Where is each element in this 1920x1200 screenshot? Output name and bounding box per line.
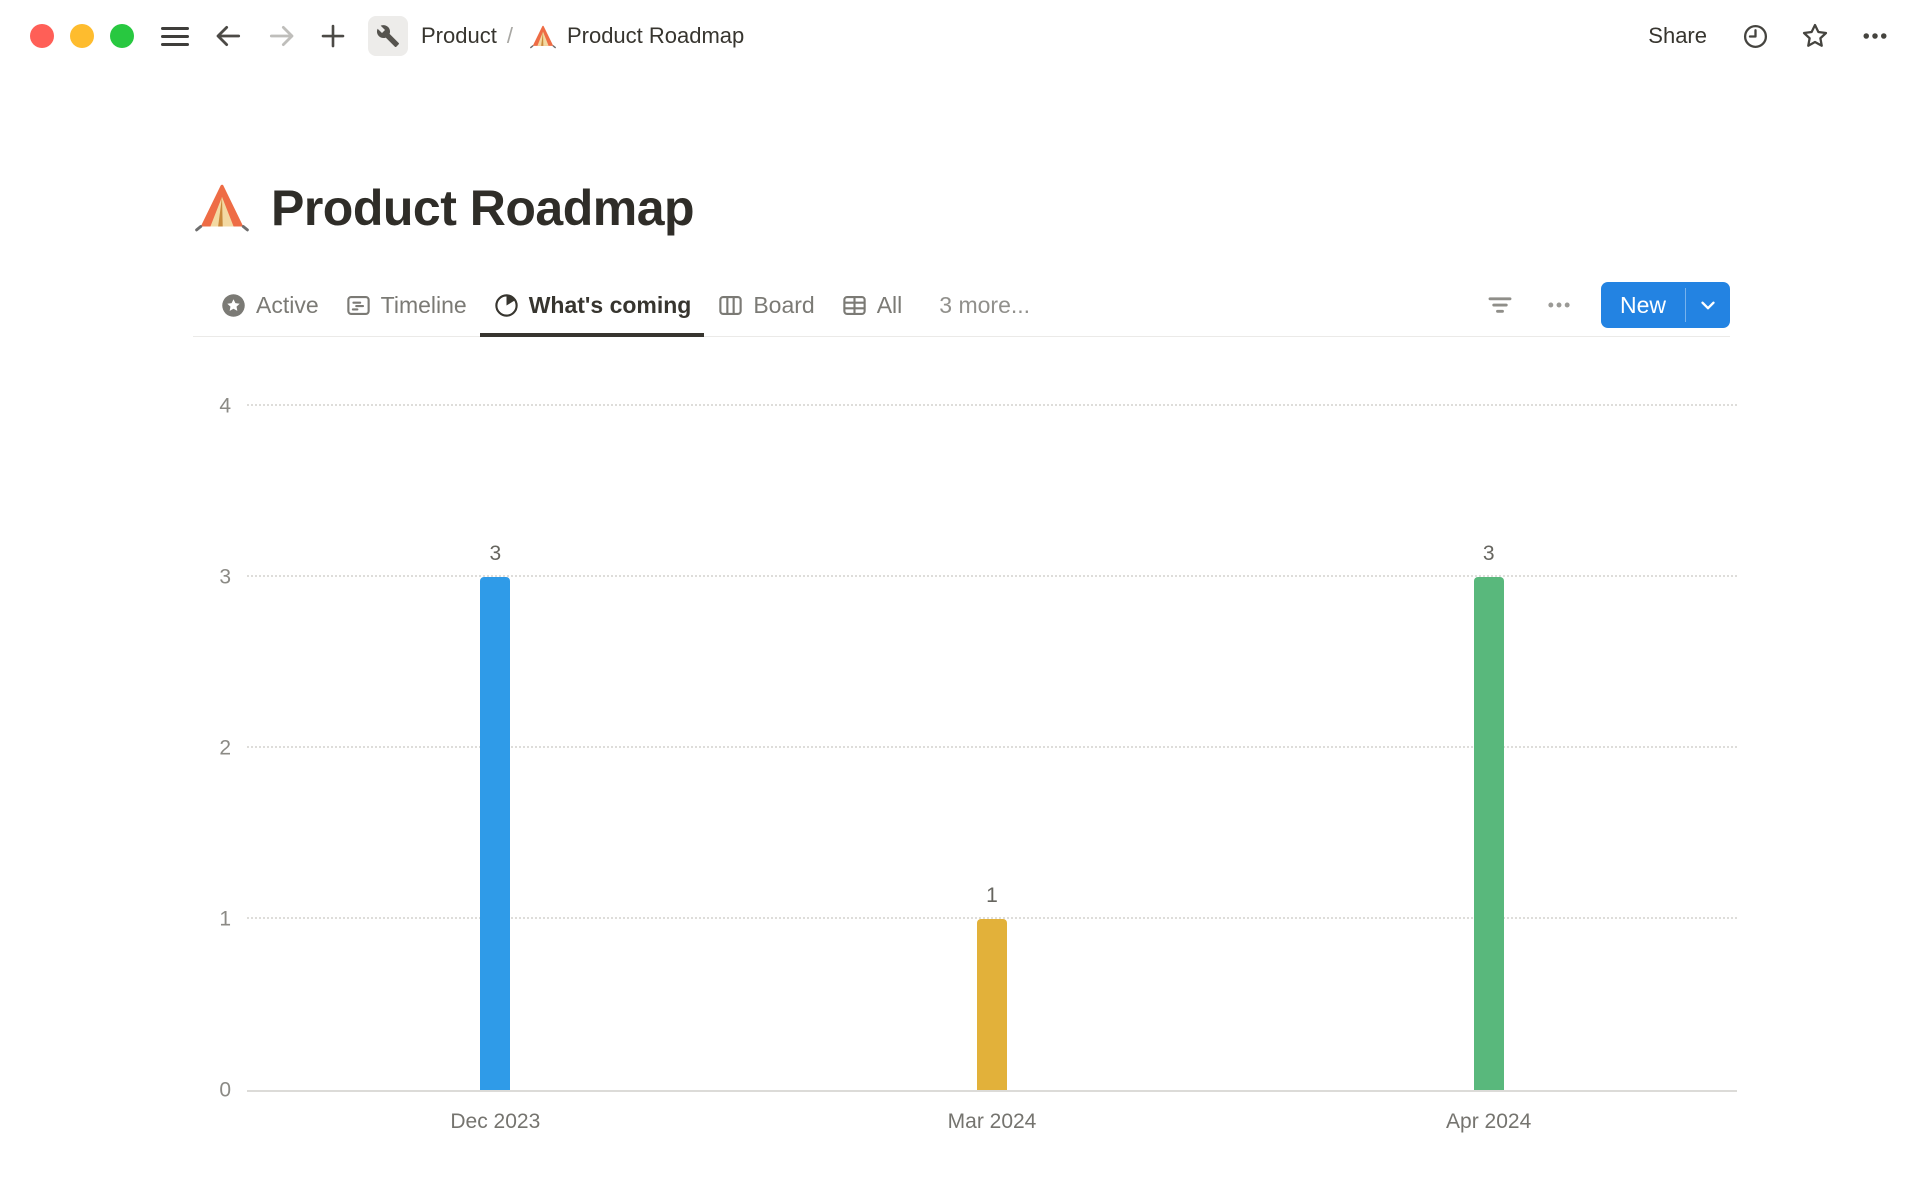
pie-chart-icon	[495, 293, 518, 317]
bar-apr-2024[interactable]	[1473, 577, 1504, 1090]
board-icon	[719, 295, 743, 315]
page-title: Product Roadmap	[193, 176, 1730, 240]
more-options-icon[interactable]	[1860, 21, 1890, 51]
star-badge-icon	[222, 293, 245, 317]
zoom-window-button[interactable]	[110, 24, 134, 48]
table-icon	[843, 295, 866, 315]
forward-icon[interactable]	[266, 20, 298, 52]
bar-value-label: 3	[1482, 542, 1495, 565]
minimize-window-button[interactable]	[70, 24, 94, 48]
page-tent-emoji-icon	[193, 177, 251, 240]
favorite-star-icon[interactable]	[1800, 21, 1830, 51]
tab-all[interactable]: All	[828, 274, 916, 336]
breadcrumb: Product / Product Roadmap	[421, 22, 744, 50]
bar-chart: 0 1 2 3 4 3 Dec 2023 1 Mar 2024 3 Apr 2024	[0, 337, 1920, 1197]
tab-timeline[interactable]: Timeline	[332, 274, 480, 336]
y-axis-tick-label: 2	[219, 736, 231, 760]
view-options-icon[interactable]	[1545, 291, 1573, 319]
page-title-text: Product Roadmap	[271, 180, 695, 236]
top-bar: Product / Product Roadmap Share	[0, 0, 1920, 72]
bar-dec-2023[interactable]	[480, 577, 511, 1090]
breadcrumb-page[interactable]: Product Roadmap	[566, 23, 745, 48]
chevron-down-icon[interactable]	[1686, 282, 1730, 328]
more-views-button[interactable]: 3 more...	[939, 291, 1031, 318]
timeline-icon	[346, 295, 370, 315]
tab-board[interactable]: Board	[704, 274, 827, 336]
view-tabs: Active Timeline What's coming Board All	[207, 274, 916, 337]
tent-emoji-icon	[529, 22, 557, 50]
x-axis-label: Dec 2023	[450, 1110, 541, 1133]
share-button[interactable]: Share	[1648, 23, 1707, 48]
tab-whats-coming[interactable]: What's coming	[479, 274, 705, 337]
traffic-lights	[30, 24, 134, 48]
new-button-label[interactable]: New	[1619, 291, 1666, 318]
view-tabs-row: Active Timeline What's coming Board All	[193, 274, 1730, 337]
gridline	[247, 746, 1737, 748]
y-axis-tick-label: 0	[219, 1078, 231, 1102]
breadcrumb-separator: /	[506, 23, 513, 48]
x-axis-label: Apr 2024	[1446, 1110, 1532, 1133]
close-window-button[interactable]	[30, 24, 54, 48]
history-clock-icon[interactable]	[1741, 22, 1770, 51]
filter-icon[interactable]	[1485, 290, 1515, 320]
sidebar-menu-icon[interactable]	[160, 24, 190, 48]
tab-active[interactable]: Active	[207, 274, 332, 336]
view-controls: New	[1485, 282, 1730, 328]
bar-value-label: 3	[489, 542, 502, 565]
y-axis-tick-label: 3	[219, 565, 231, 589]
bar-mar-2024[interactable]	[977, 919, 1007, 1090]
plot-area: 0 1 2 3 4 3 Dec 2023 1 Mar 2024 3 Apr 2024	[219, 396, 1737, 1133]
page-content: Product Roadmap Active Timeline What's c…	[0, 176, 1920, 337]
new-tab-icon[interactable]	[318, 21, 348, 51]
workspace-wrench-icon[interactable]	[368, 16, 408, 56]
back-icon[interactable]	[212, 20, 244, 52]
x-axis-label: Mar 2024	[947, 1110, 1037, 1133]
bar-value-label: 1	[986, 884, 998, 907]
y-axis-tick-label: 1	[219, 907, 231, 931]
breadcrumb-workspace[interactable]: Product	[421, 23, 497, 48]
gridline	[247, 917, 1737, 919]
new-button[interactable]: New	[1600, 282, 1730, 328]
y-axis-tick-label: 4	[219, 394, 231, 418]
new-button-divider	[1685, 288, 1686, 322]
gridline	[247, 575, 1737, 577]
gridline	[247, 404, 1737, 406]
